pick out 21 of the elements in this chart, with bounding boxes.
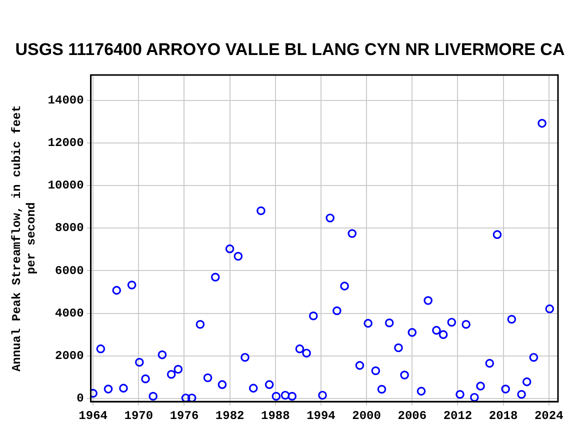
y-tick-label: 2000 bbox=[54, 348, 84, 363]
y-tick-label: 10000 bbox=[48, 178, 84, 193]
y-axis-title: Annual Peak Streamflow, in cubic feet per second bbox=[10, 105, 39, 372]
y-tick-label: 4000 bbox=[54, 306, 84, 320]
x-tick-label: 2018 bbox=[488, 408, 518, 423]
y-tick-label: 12000 bbox=[48, 136, 84, 150]
x-tick-label: 1994 bbox=[306, 408, 336, 423]
chart-title: USGS 11176400 ARROYO VALLE BL LANG CYN NR LIVERMORE CA bbox=[14, 40, 566, 60]
x-tick-label: 1964 bbox=[78, 408, 108, 423]
y-tick-label: 0 bbox=[76, 391, 84, 406]
x-tick-label: 1982 bbox=[215, 408, 244, 423]
x-tick-label: 2000 bbox=[352, 408, 381, 423]
x-tick-label: 2024 bbox=[534, 408, 564, 423]
x-tick-label: 2012 bbox=[443, 408, 472, 423]
y-tick-label: 14000 bbox=[48, 94, 84, 108]
x-tick-label: 1988 bbox=[261, 408, 290, 423]
x-tick-label: 2006 bbox=[398, 408, 427, 423]
x-tick-label: 1976 bbox=[170, 408, 199, 423]
y-tick-label: 6000 bbox=[54, 264, 84, 278]
x-tick-label: 1970 bbox=[124, 408, 154, 423]
y-tick-label: 8000 bbox=[54, 221, 84, 236]
